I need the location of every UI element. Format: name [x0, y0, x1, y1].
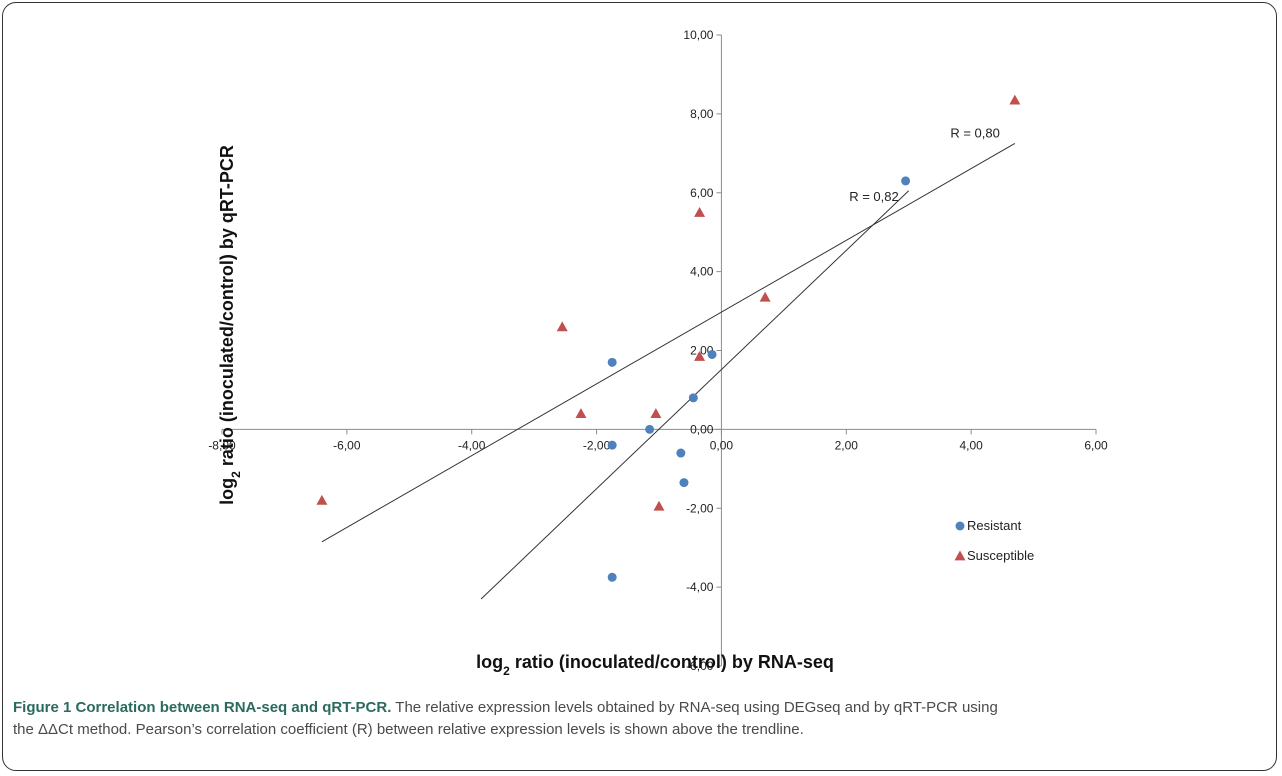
susceptible-point [556, 321, 568, 332]
resistant-point [688, 393, 698, 403]
y-tick-label: -2,00 [686, 501, 714, 515]
caption-text-line2: the ΔΔCt method. Pearson’s correlation c… [13, 721, 804, 738]
x-axis-title: log2 ratio (inoculated/control) by RNA-s… [476, 652, 834, 678]
x-tick-label: -8,00 [208, 438, 236, 452]
legend-label: Resistant [967, 518, 1022, 533]
resistant-point [607, 572, 617, 582]
y-tick-label: -6,00 [686, 659, 714, 673]
legend-label: Susceptible [967, 548, 1034, 563]
x-tick-label: 0,00 [710, 438, 734, 452]
resistant-point [645, 424, 655, 434]
legend: Resistant Susceptible [954, 518, 1034, 563]
resistant-point [676, 448, 686, 458]
x-tick-label: -6,00 [333, 438, 361, 452]
x-tick-label: -4,00 [458, 438, 486, 452]
susceptible-point [653, 500, 665, 511]
susceptible-point [694, 206, 706, 217]
susceptible-point [1009, 94, 1021, 105]
x-tick-label: 4,00 [959, 438, 983, 452]
x-tick-label: -2,00 [583, 438, 611, 452]
resistant-point [679, 478, 689, 488]
trendline-r-label: R = 0,82 [849, 189, 899, 204]
plot-area: -8,00 -6,00 -4,00 -2,00 0,00 2,00 4,00 6,00 -6,0… [208, 28, 1108, 673]
x-tick-label: 2,00 [835, 438, 859, 452]
susceptible-point [575, 408, 587, 418]
scatter-chart: -8,00 -6,00 -4,00 -2,00 0,00 2,00 4,00 6,00 -6,0… [208, 28, 1108, 678]
y-tick-label: 10,00 [683, 28, 713, 42]
y-tick-label: 4,00 [690, 265, 714, 279]
trendline [321, 143, 1016, 543]
x-tick-label: 6,00 [1084, 438, 1108, 452]
y-tick-label: 6,00 [690, 186, 714, 200]
resistant-point [901, 176, 911, 186]
susceptible-point [316, 494, 328, 505]
y-tick-label: 0,00 [690, 422, 714, 436]
susceptible-point [759, 291, 771, 302]
susceptible-point [650, 408, 662, 418]
legend-marker-susceptible [954, 550, 966, 561]
caption-title: Figure 1 Correlation between RNA-seq and… [13, 699, 392, 716]
y-tick-label: 8,00 [690, 107, 714, 121]
y-axis-title: log2 ratio (inoculated/control) by qRT-P… [217, 145, 243, 505]
resistant-point [607, 440, 617, 450]
caption-text-line1: The relative expression levels obtained … [391, 699, 998, 716]
susceptible-point [694, 350, 706, 361]
resistant-point [607, 357, 617, 367]
resistant-point [707, 349, 717, 359]
y-tick-label: -4,00 [686, 580, 714, 594]
legend-marker-resistant [955, 521, 965, 531]
figure-caption: Figure 1 Correlation between RNA-seq and… [13, 697, 1271, 741]
trendline-r-label: R = 0,80 [950, 125, 1000, 140]
